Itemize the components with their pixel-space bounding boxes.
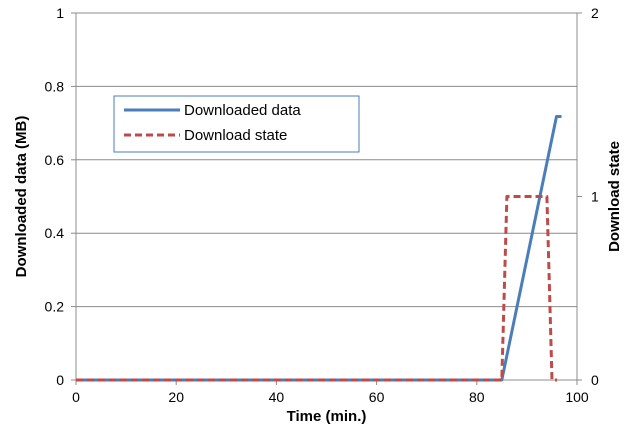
y-tick-label: 0.2 [45, 299, 65, 315]
legend: Downloaded data Download state [113, 95, 360, 153]
y-tick-label: 1 [56, 5, 64, 21]
x-axis-title: Time (min.) [287, 408, 367, 425]
gridlines [76, 12, 577, 308]
y-tick-label: 0.6 [45, 152, 65, 168]
y2-axis-title: Download state [606, 141, 623, 252]
y-tick-label: 0 [56, 372, 64, 388]
x-tick-label: 80 [469, 389, 485, 405]
legend-label: Downloaded data [184, 102, 301, 119]
series-lines [76, 115, 562, 382]
y2-tick-label: 1 [591, 189, 599, 205]
legend-box [113, 95, 360, 153]
x-tick-label: 0 [72, 389, 80, 405]
y-tick-label: 0.8 [45, 78, 65, 94]
x-tick-label: 20 [168, 389, 184, 405]
y-tick-label: 0.4 [45, 225, 65, 241]
x-tick-label: 40 [269, 389, 285, 405]
series-line-1 [76, 195, 557, 382]
y-axis-title: Downloaded data (MB) [13, 116, 30, 278]
series-line-0 [76, 115, 562, 382]
y2-tick-label: 0 [591, 372, 599, 388]
x-tick-label: 60 [369, 389, 385, 405]
x-tick-label: 100 [565, 389, 589, 405]
legend-label: Download state [184, 127, 287, 144]
y2-tick-label: 2 [591, 5, 599, 21]
